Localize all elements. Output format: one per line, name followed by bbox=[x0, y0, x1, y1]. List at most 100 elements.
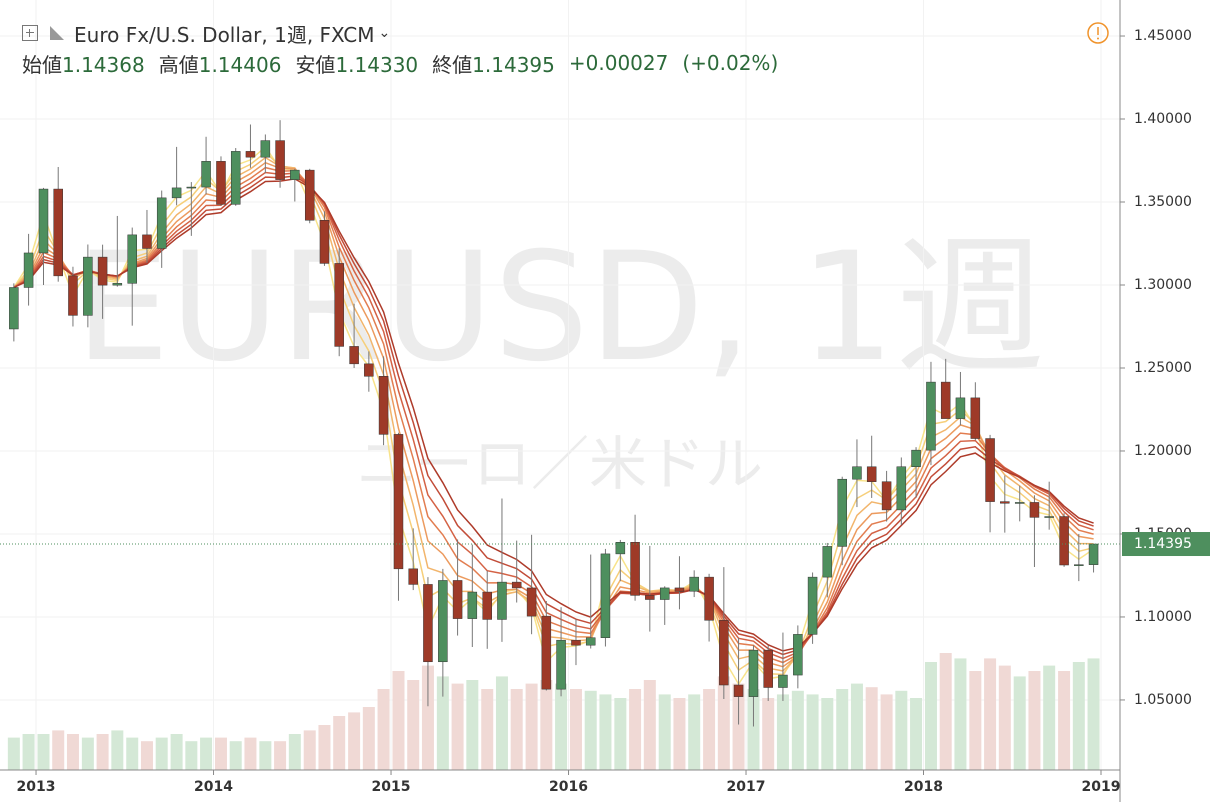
volume-bar bbox=[185, 741, 198, 770]
candle-body bbox=[674, 587, 685, 592]
volume-bar bbox=[969, 671, 982, 770]
candle-body bbox=[497, 581, 507, 620]
volume-bar bbox=[126, 737, 139, 770]
volume-bar bbox=[924, 662, 937, 770]
volume-bar bbox=[303, 730, 316, 770]
volume-bar bbox=[747, 689, 760, 770]
candle-body bbox=[940, 381, 951, 419]
alert-icon bbox=[1097, 37, 1099, 40]
candle-body bbox=[748, 649, 759, 697]
candle-body bbox=[526, 587, 537, 617]
volume-bar bbox=[1028, 671, 1041, 770]
ohlc-label: 高値 bbox=[158, 52, 199, 77]
volume-bar bbox=[555, 683, 568, 770]
moving-average bbox=[13, 156, 1094, 672]
candle-body bbox=[985, 438, 995, 502]
volume-bar bbox=[865, 687, 878, 770]
volume-bar bbox=[37, 734, 50, 770]
candle-body bbox=[290, 169, 300, 180]
candle-body bbox=[245, 151, 256, 158]
y-tick-label: 1.20000 bbox=[1134, 443, 1192, 459]
ohlc-item: 始値1.14368 bbox=[22, 49, 145, 78]
last-price-label: 1.14395 bbox=[1134, 536, 1192, 552]
dropdown-chevron[interactable]: ⌄ bbox=[378, 25, 391, 41]
candle-body bbox=[452, 580, 463, 619]
volume-bar bbox=[895, 690, 908, 770]
candle-body bbox=[482, 591, 492, 620]
candle-body bbox=[186, 186, 197, 189]
ohlc-item: 安値1.14330 bbox=[295, 49, 418, 78]
volume-bar bbox=[244, 737, 257, 770]
candle-body bbox=[260, 140, 271, 158]
candle-body bbox=[216, 161, 226, 205]
volume-bar bbox=[111, 730, 124, 770]
ohlc-label: 始値 bbox=[22, 52, 62, 77]
x-tick-label: 2015 bbox=[372, 779, 411, 795]
x-tick-label: 2013 bbox=[17, 779, 56, 795]
volume-bar bbox=[392, 671, 405, 770]
volume-bar bbox=[584, 690, 597, 770]
volume-bar bbox=[436, 676, 449, 770]
y-tick-label: 1.35000 bbox=[1134, 194, 1192, 210]
volume-bar bbox=[274, 741, 287, 770]
candle-body bbox=[926, 381, 936, 451]
candle-body bbox=[68, 275, 78, 316]
volume-bar bbox=[673, 698, 686, 770]
candle-body bbox=[541, 615, 552, 690]
candle-body bbox=[955, 397, 966, 419]
candle-body bbox=[112, 283, 123, 286]
candle-body bbox=[38, 188, 49, 254]
candle-body bbox=[837, 478, 847, 547]
watermark: EURUSD, 1週 bbox=[75, 221, 1045, 395]
volume-bar bbox=[954, 658, 967, 770]
candle-body bbox=[866, 466, 877, 482]
candle-body bbox=[719, 620, 729, 686]
moving-average bbox=[13, 161, 1094, 668]
candle-body bbox=[852, 466, 862, 480]
volume-bar bbox=[1072, 662, 1085, 770]
moving-average bbox=[13, 151, 1094, 676]
expand-button[interactable] bbox=[22, 25, 38, 41]
candle-body bbox=[896, 466, 907, 511]
volume-bar bbox=[984, 658, 997, 770]
volume-bar bbox=[880, 694, 893, 770]
volume-bar bbox=[569, 689, 582, 770]
candle-body bbox=[1029, 502, 1040, 518]
candle-body bbox=[556, 639, 566, 690]
candle-body bbox=[778, 674, 788, 688]
symbol-title[interactable]: Euro Fx/U.S. Dollar, 1週, FXCM bbox=[74, 22, 375, 47]
y-tick-label: 1.40000 bbox=[1134, 111, 1192, 127]
candle-body bbox=[911, 449, 921, 467]
volume-bar bbox=[836, 689, 849, 770]
volume-bar bbox=[910, 698, 923, 770]
x-tick-label: 2017 bbox=[727, 779, 766, 795]
volume-bar bbox=[1043, 665, 1056, 770]
price-axis-panel bbox=[1120, 0, 1212, 802]
candle-body bbox=[659, 587, 670, 600]
volume-bar bbox=[495, 676, 508, 770]
candle-body bbox=[467, 591, 478, 619]
volume-bar bbox=[614, 698, 627, 770]
candle-body bbox=[127, 234, 137, 284]
candle-body bbox=[822, 546, 833, 578]
candle-body bbox=[1000, 501, 1010, 504]
header: Euro Fx/U.S. Dollar, 1週, FXCM ⌄ 始値1.14368… bbox=[22, 18, 778, 78]
volume-bar bbox=[214, 737, 227, 770]
candle-body bbox=[275, 140, 285, 180]
candle-body bbox=[304, 169, 315, 221]
flag-icon[interactable] bbox=[50, 26, 64, 40]
volume-bar bbox=[466, 680, 479, 770]
y-tick-label: 1.05000 bbox=[1134, 692, 1192, 708]
candle-body bbox=[171, 187, 182, 199]
candle-body bbox=[9, 287, 19, 330]
ohlc-label: 安値 bbox=[295, 52, 336, 77]
candle-body bbox=[142, 234, 152, 249]
candle-body bbox=[600, 553, 611, 638]
candle-body bbox=[334, 263, 344, 347]
moving-average bbox=[13, 166, 1094, 664]
volume-bar bbox=[22, 734, 35, 770]
candle-body bbox=[807, 576, 818, 635]
candle-body bbox=[53, 188, 63, 277]
